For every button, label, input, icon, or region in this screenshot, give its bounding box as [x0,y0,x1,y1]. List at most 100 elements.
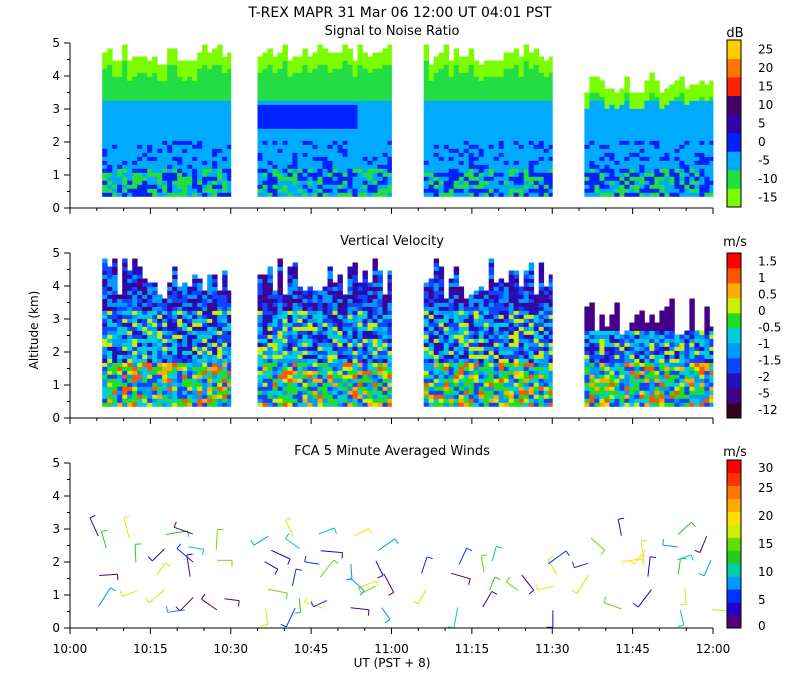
cell [102,176,108,181]
cell [142,350,148,355]
cell [538,60,545,65]
cell [147,286,153,291]
cell [197,104,203,109]
cell [508,152,515,157]
cell [498,192,505,197]
cell [127,120,133,125]
cell [287,144,293,149]
cell [192,366,198,371]
cell [483,80,490,85]
cell [387,56,392,61]
cell [212,52,218,57]
cell [624,120,630,125]
cell [387,124,392,129]
cell [599,120,605,125]
cell [594,108,600,113]
cell [428,140,435,145]
cell [112,402,118,407]
cell [192,306,198,311]
cell [187,350,193,355]
cell [584,96,590,101]
cell [177,124,183,129]
cell [307,88,313,93]
cell [312,92,318,97]
cell [277,168,283,173]
cell [679,152,685,157]
cell [207,374,213,379]
cell [167,152,173,157]
cell [664,132,670,137]
cell [127,330,133,335]
cell [182,116,188,121]
cell [222,346,228,351]
cell [317,322,323,327]
cell [127,192,133,197]
cell [217,44,223,49]
cell [257,172,263,177]
cell [222,302,228,307]
cell [162,342,168,347]
cell [614,100,620,105]
colorbar-label: 25 [758,42,773,56]
cell [458,72,465,77]
cell [347,100,353,105]
cell [222,168,228,173]
cell [102,128,108,133]
cell [699,180,705,185]
cell [508,156,515,161]
cell [117,132,123,137]
cell [277,374,283,379]
cell [117,152,123,157]
cell [614,168,620,173]
cell [508,164,515,169]
cell [513,108,520,113]
cell [167,160,173,165]
cell [222,358,228,363]
cell [352,104,358,109]
cell [127,370,133,375]
cell [684,104,690,109]
cell [102,286,108,291]
cell [142,278,148,283]
cell [513,68,520,73]
cell [307,164,313,169]
cell [428,72,435,77]
cell [182,306,188,311]
cell [197,184,203,189]
cell [513,188,520,193]
cell [137,350,143,355]
cell [122,386,128,391]
cell [674,96,680,101]
cell [473,136,480,141]
cell [312,128,318,133]
cell [172,116,178,121]
cell [127,286,133,291]
cell [182,156,188,161]
cell [538,160,545,165]
cell [709,160,714,165]
cell [639,152,645,157]
cell [152,144,158,149]
cell [107,172,113,177]
cell [468,60,475,65]
cell [518,172,525,177]
cell [257,168,263,173]
cell [689,192,695,197]
cell [202,306,208,311]
cell [257,282,263,287]
cell [468,172,475,177]
cell [433,184,440,189]
cell [147,382,153,387]
cell [362,80,368,85]
cell [167,354,173,359]
cell [122,370,128,375]
cell [217,136,223,141]
cell [317,112,323,117]
cell [197,164,203,169]
cell [488,68,495,73]
cell [372,164,378,169]
cell [197,370,203,375]
cell [222,88,228,93]
cell [377,192,383,197]
cell [488,136,495,141]
